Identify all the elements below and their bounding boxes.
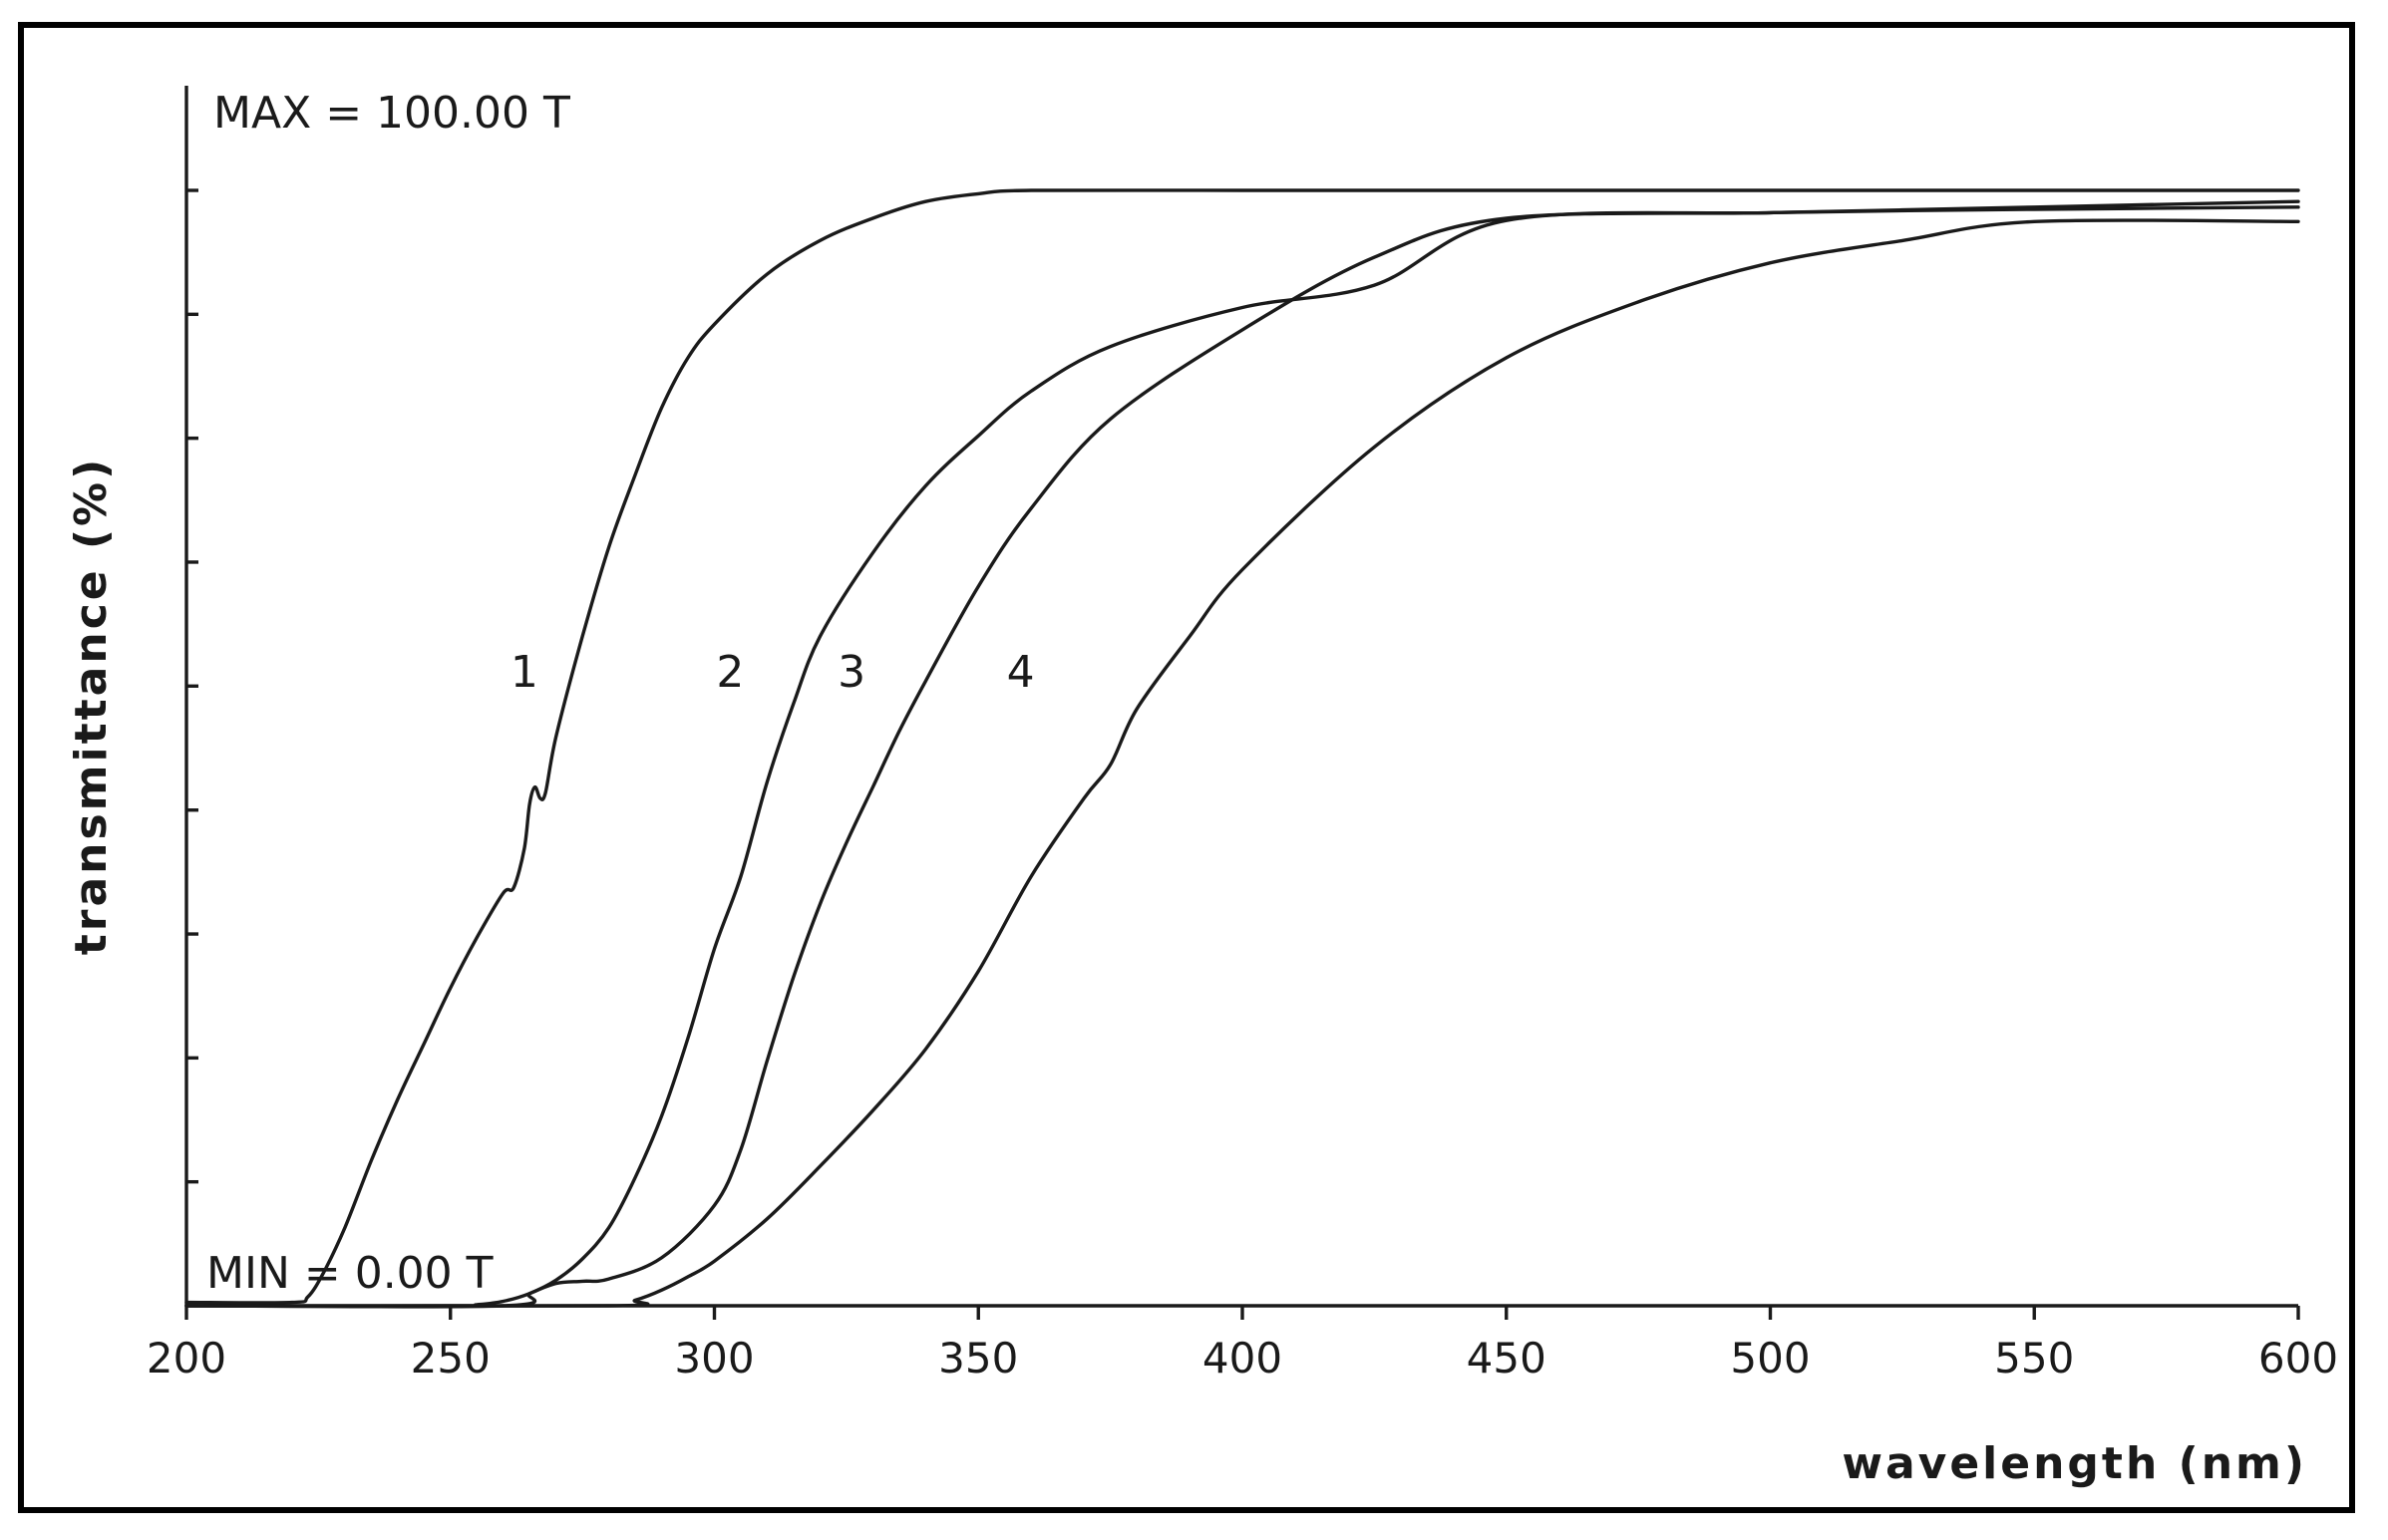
transmittance-chart: 200 250 300 350 400 450 500 550 600 1 2 3 4 MAX = 1…: [66, 86, 2338, 1489]
x-tick-label-200: 200: [147, 1334, 226, 1383]
series-3-line: [184, 199, 2300, 1309]
x-tick-label-550: 550: [1994, 1334, 2074, 1383]
series-4-line: [184, 218, 2300, 1309]
chart-labels: MAX = 100.00 T MIN = 0.00 T wavelength (…: [66, 88, 2307, 1489]
x-axis-title: wavelength (nm): [1842, 1438, 2307, 1489]
series-3-label: 3: [838, 647, 865, 698]
x-tick-label-250: 250: [411, 1334, 491, 1383]
series-2-label: 2: [716, 647, 744, 698]
series-1-line: [184, 188, 2300, 1305]
x-tick-label-300: 300: [674, 1334, 754, 1383]
axes: 200 250 300 350 400 450 500 550 600: [147, 86, 2338, 1383]
series-1-label: 1: [511, 647, 538, 698]
min-annotation: MIN = 0.00 T: [206, 1248, 494, 1299]
y-axis-title: transmittance (%): [66, 457, 117, 956]
x-tick-label-450: 450: [1467, 1334, 1546, 1383]
x-tick-label-350: 350: [938, 1334, 1018, 1383]
figure-frame: 200 250 300 350 400 450 500 550 600 1 2 3 4 MAX = 1…: [18, 22, 2355, 1513]
series-2-line: [184, 205, 2300, 1308]
x-tick-label-500: 500: [1730, 1334, 1810, 1383]
max-annotation: MAX = 100.00 T: [213, 88, 570, 139]
x-tick-label-400: 400: [1202, 1334, 1282, 1383]
x-tick-label-600: 600: [2258, 1334, 2338, 1383]
series-4-label: 4: [1007, 647, 1035, 698]
curves: 1 2 3 4: [184, 188, 2300, 1309]
